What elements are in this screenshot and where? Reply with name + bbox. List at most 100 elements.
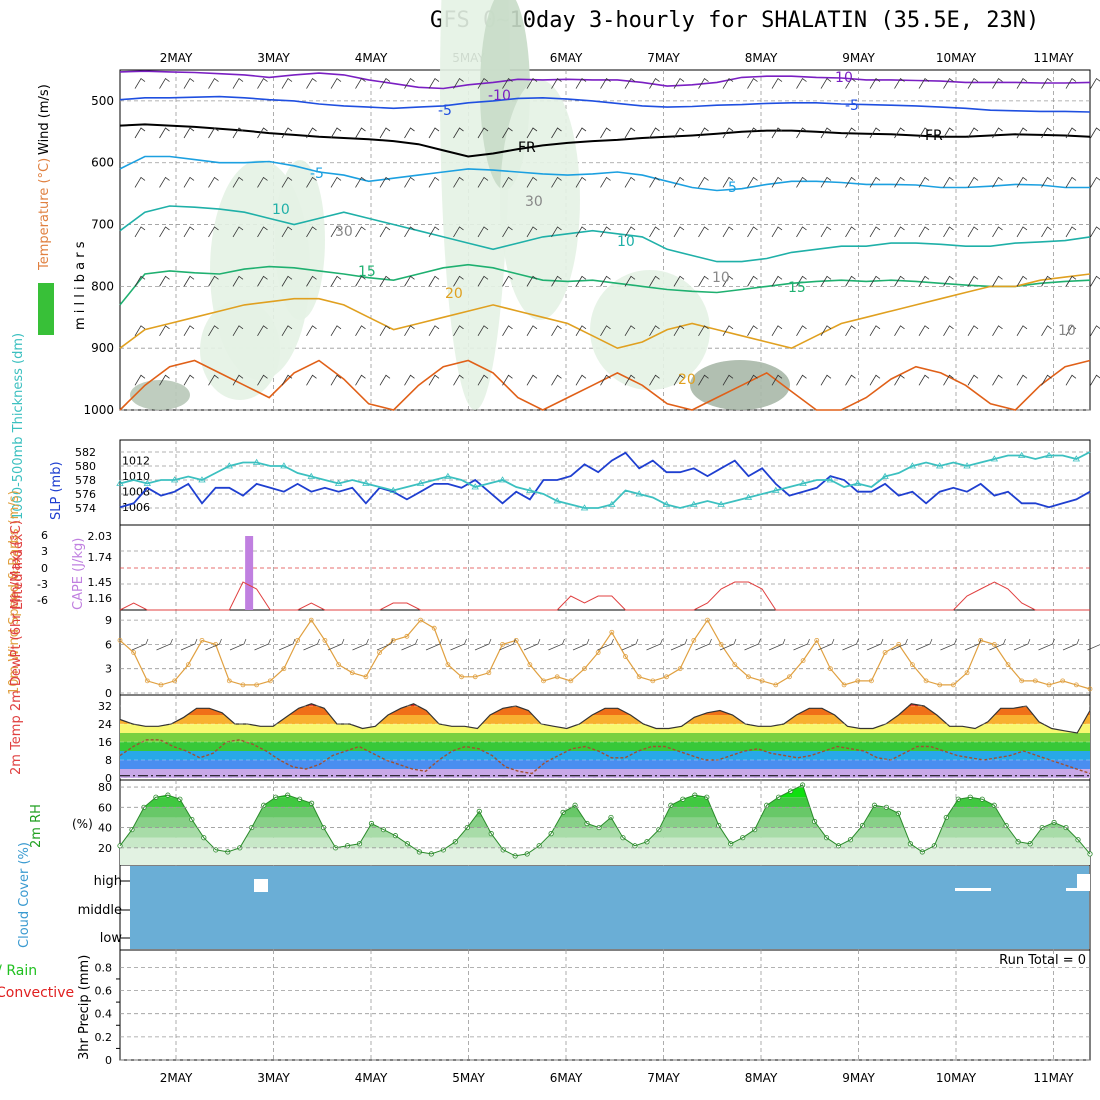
pressure-tick: 500 xyxy=(91,94,114,108)
day-label-bottom: 5MAY xyxy=(452,1071,485,1085)
precip-convective-label: Convective xyxy=(0,985,74,1001)
wind-barb xyxy=(379,325,391,337)
wind-marker xyxy=(226,678,232,684)
wind-barb xyxy=(624,374,636,386)
wind-barb xyxy=(502,275,513,287)
wind-barb xyxy=(918,374,930,386)
wind-barb xyxy=(967,127,979,139)
wind-barb xyxy=(1065,77,1077,89)
wind-barb xyxy=(208,275,219,287)
wind-barb xyxy=(649,275,660,287)
panel-frame-sl xyxy=(119,439,1091,526)
day-label-bottom: 8MAY xyxy=(745,1071,778,1085)
li-tick: -6 xyxy=(37,594,48,607)
wind-barb xyxy=(134,275,146,287)
wind-barb xyxy=(992,325,1003,337)
wind-marker xyxy=(582,666,587,672)
wind-marker xyxy=(732,662,738,668)
run-total: Run Total = 0 xyxy=(999,953,1086,968)
thickness-marker xyxy=(471,483,479,490)
wind-barb xyxy=(379,374,391,386)
thickness-tick: 574 xyxy=(75,502,96,515)
wind-barb xyxy=(208,176,219,188)
isotherm-label: 30 xyxy=(525,194,543,210)
cape-tick: 1.16 xyxy=(88,592,113,605)
wind-barb xyxy=(1065,176,1077,188)
wind-barb xyxy=(428,226,440,238)
wind-barb xyxy=(894,275,905,287)
temp-label: 2m Temp 2m DewPt (6hr Min/Max) (°C) xyxy=(9,520,24,775)
wind-barb xyxy=(943,275,954,287)
wind-barb xyxy=(722,127,734,139)
thickness-marker xyxy=(908,462,917,469)
wind-barb xyxy=(575,127,587,139)
wind-barb xyxy=(992,77,1003,89)
wind-barb xyxy=(796,77,807,89)
isotherm-15 xyxy=(119,263,1091,306)
thickness-marker xyxy=(198,476,206,483)
wind-barb xyxy=(306,275,317,287)
thickness-marker xyxy=(963,462,971,469)
temp-ylabel: 2m Temp 2m DewPt (6hr Min/Max) (°C) xyxy=(9,520,24,775)
wind10-barb xyxy=(572,638,590,651)
wind-marker xyxy=(527,662,533,668)
wind-barb xyxy=(1090,176,1100,188)
rh-legend-swatch xyxy=(38,283,54,335)
dewpoint-line xyxy=(119,739,1091,775)
wind-barb xyxy=(404,374,415,386)
wind-barb xyxy=(379,127,391,139)
wind10-barb xyxy=(646,638,663,651)
day-label-bottom: 3MAY xyxy=(257,1071,290,1085)
temp-band xyxy=(120,715,1090,724)
panel-frame-st xyxy=(119,524,1091,611)
precip-tick: 0.4 xyxy=(95,1008,113,1021)
day-label-top: 6MAY xyxy=(550,51,583,65)
wind-barb xyxy=(967,325,979,337)
wind-barb xyxy=(502,176,513,188)
temp-line xyxy=(119,703,1091,734)
cloud-gap xyxy=(254,879,268,892)
wind10-barb xyxy=(768,638,786,651)
wind-barb xyxy=(159,226,170,238)
wind-barb xyxy=(453,374,464,386)
wind-barb xyxy=(232,325,244,337)
wind-barb xyxy=(820,77,832,89)
wind-barb xyxy=(477,127,489,139)
wind-barb xyxy=(747,275,758,287)
wind-barb xyxy=(894,374,905,386)
thickness-tick: 580 xyxy=(75,460,96,473)
wind-barb xyxy=(428,374,440,386)
wind-barb xyxy=(967,226,979,238)
wind-barb xyxy=(330,176,342,188)
wind-barb xyxy=(796,275,807,287)
wind-barb xyxy=(526,275,538,287)
thickness-marker xyxy=(334,479,343,486)
wind-marker xyxy=(308,617,314,623)
wind-barb xyxy=(698,77,709,89)
wind-marker xyxy=(814,637,820,643)
wind-barb xyxy=(624,77,636,89)
li-ylabel: Lifted Index xyxy=(11,533,26,610)
thickness-marker xyxy=(881,472,889,479)
wind-barb xyxy=(330,325,342,337)
day-label-top: 7MAY xyxy=(647,51,680,65)
wind-barb xyxy=(967,176,979,188)
wind-barb xyxy=(1090,127,1100,139)
day-label-top: 11MAY xyxy=(1033,51,1074,65)
wind10-label: 10m Wind Speed & Barbs (m/s) xyxy=(7,490,22,695)
wind10-barb xyxy=(303,638,320,651)
wind-barb xyxy=(183,275,195,287)
wind-barb xyxy=(722,226,734,238)
wind-barb xyxy=(918,77,930,89)
rh-band xyxy=(120,847,1090,865)
day-label-top: 10MAY xyxy=(936,51,977,65)
wind-barb xyxy=(575,226,587,238)
wind-marker xyxy=(185,662,191,668)
wind-barb xyxy=(502,374,513,386)
wind-barb xyxy=(575,275,587,287)
slp-tick: 1010 xyxy=(122,470,150,483)
temp-band xyxy=(120,703,1090,706)
wind-barb xyxy=(159,127,170,139)
wind-barb xyxy=(306,226,317,238)
day-label-top: 3MAY xyxy=(257,51,290,65)
